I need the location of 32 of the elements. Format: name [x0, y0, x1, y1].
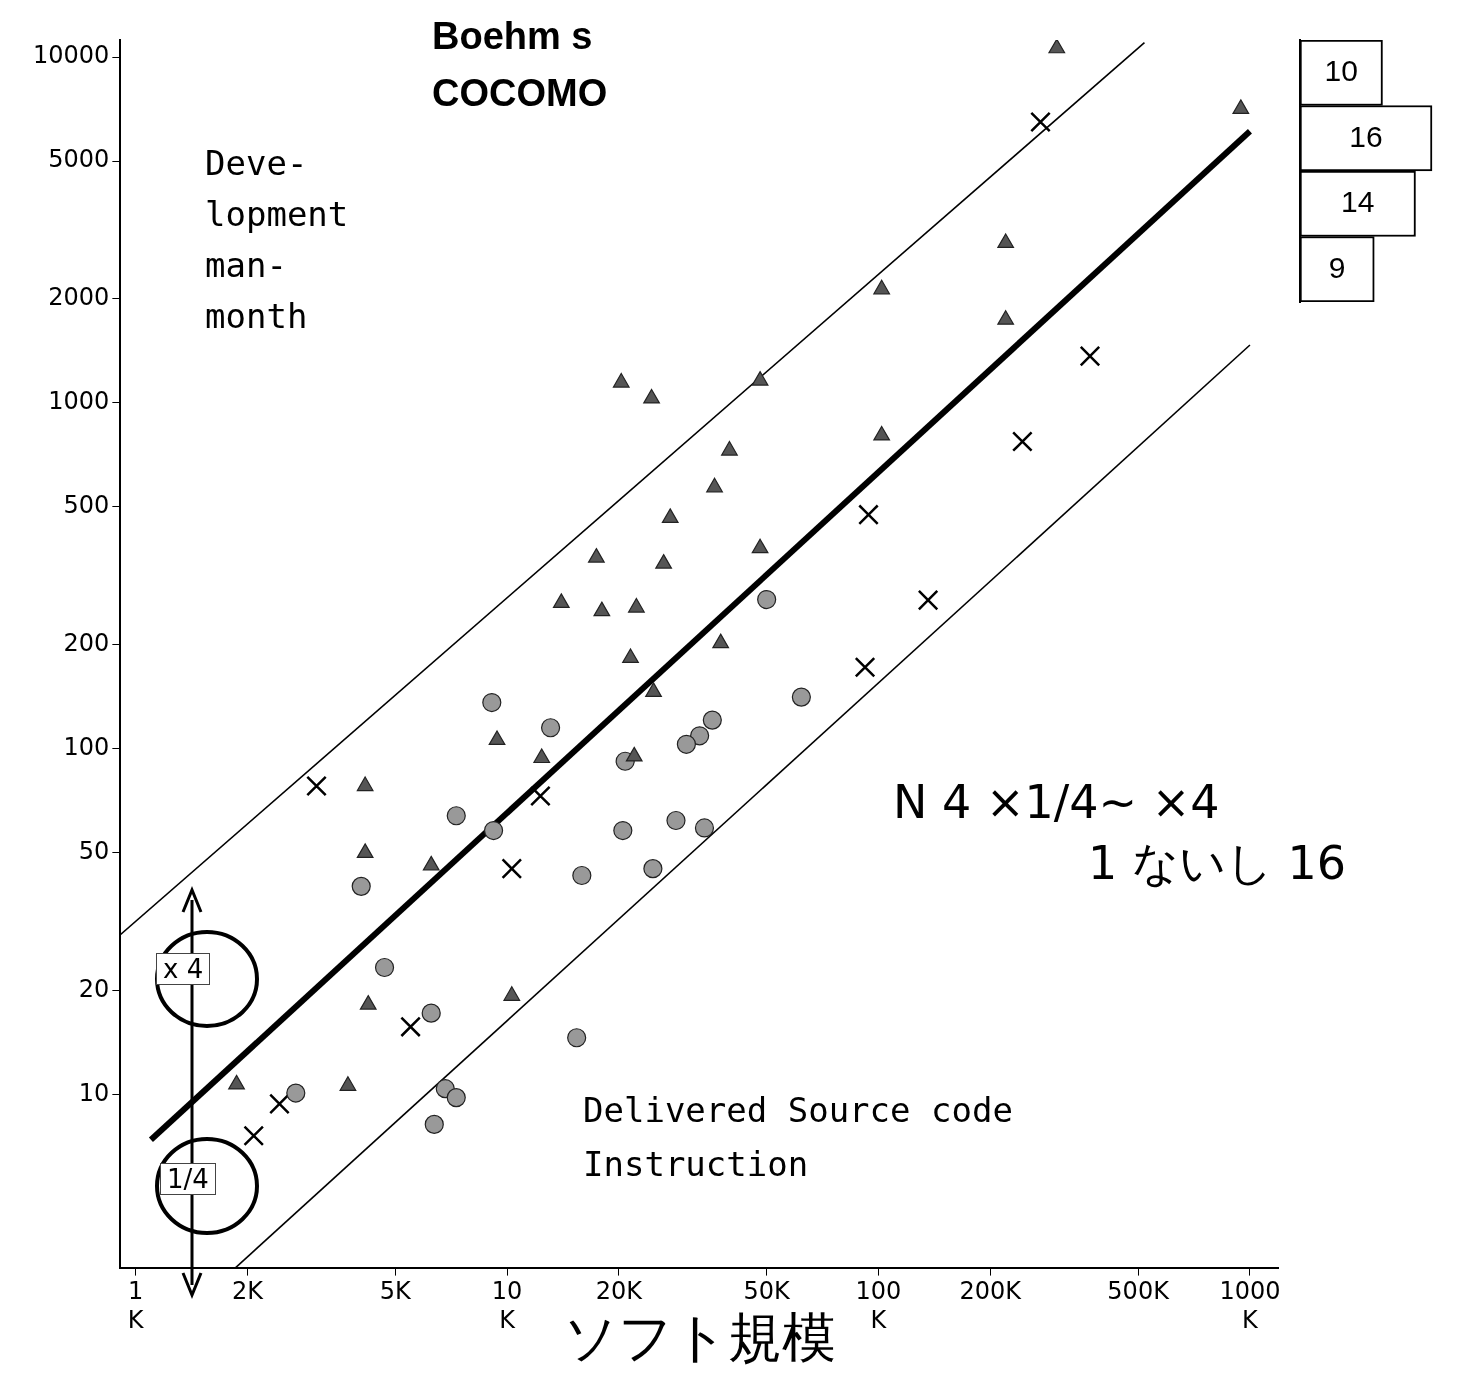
data-label: 9: [1328, 250, 1346, 284]
y-tick-label: 5000: [48, 145, 110, 174]
chart-title: Boehm s COCOMO: [432, 14, 608, 116]
data-label: 10: [1324, 54, 1358, 88]
x-tick-label: 20K: [595, 1277, 644, 1306]
y-axis-title: Deve- lopment man- month: [205, 142, 349, 338]
data-label: 16: [1349, 119, 1383, 153]
annotation: 1/4: [160, 1163, 216, 1195]
y-tick-label: 10000: [32, 41, 110, 70]
y-tick-label: 20: [78, 974, 110, 1003]
y-tick-label: 1000: [48, 387, 110, 416]
annotation: x 4: [156, 953, 211, 985]
annotation: Delivered Source code Instruction: [583, 1089, 1013, 1187]
annotation: N 4 ×1/4~ ×4: [893, 775, 1220, 829]
x-tick-label: 50K: [743, 1277, 792, 1306]
x-tick-label: 200K: [959, 1277, 1023, 1306]
y-tick-label: 10: [78, 1078, 110, 1107]
x-tick-label: 500K: [1107, 1277, 1171, 1306]
x-tick-label: 100 K: [855, 1277, 902, 1335]
x-tick-label: 2K: [231, 1277, 265, 1306]
x-tick-label: 1 K: [127, 1277, 145, 1335]
y-tick-label: 50: [78, 837, 110, 866]
y-tick-label: 500: [63, 491, 110, 520]
x-axis-title: ソフト規模: [562, 1305, 836, 1369]
y-tick-label: 100: [63, 732, 110, 761]
x-tick-label: 10 K: [491, 1277, 523, 1335]
x-tick-label: 5K: [379, 1277, 412, 1306]
data-label: 14: [1341, 185, 1375, 219]
y-tick-label: 200: [63, 628, 110, 657]
y-tick-label: 2000: [48, 282, 110, 311]
annotation: 1 ないし 16: [1088, 835, 1347, 892]
x-tick-label: 1000 K: [1219, 1277, 1281, 1335]
